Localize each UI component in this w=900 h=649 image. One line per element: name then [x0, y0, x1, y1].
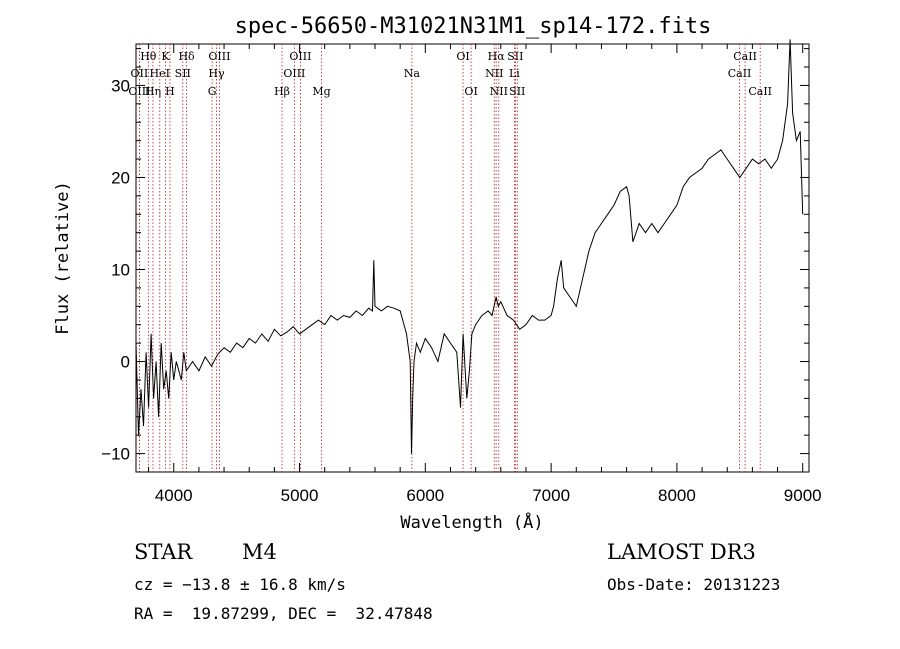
spectrum-series-line — [135, 39, 804, 454]
spectral-line-label: Hη — [145, 85, 161, 98]
class-label: STAR — [134, 540, 193, 564]
coordinates: RA = 19.87299, DEC = 32.47848 — [134, 604, 433, 623]
spectral-line-label: Mg — [312, 85, 330, 98]
spectral-line-label: CaII — [733, 50, 757, 63]
y-axis-ticks: −10 0 10 20 30 — [101, 48, 809, 473]
spectral-line-label: OIII — [128, 85, 150, 98]
spectrum-layer — [135, 39, 804, 454]
spectral-line-label: NII — [485, 67, 503, 80]
spectral-line-label: CaII — [748, 85, 772, 98]
spectral-line-label: OI — [456, 50, 469, 63]
y-axis-label: Flux (relative) — [53, 181, 73, 335]
y-tick-label: 10 — [111, 261, 130, 280]
y-tick-label: −10 — [101, 445, 130, 464]
x-tick-label: 8000 — [658, 486, 696, 505]
spectral-line-label: SII — [175, 67, 191, 80]
spectral-line-label: K — [161, 50, 170, 63]
spectral-line-label: SII — [507, 50, 523, 63]
x-tick-label: 6000 — [406, 486, 444, 505]
plot-frame — [135, 43, 810, 473]
y-tick-label: 30 — [111, 76, 130, 95]
spectral-line-label: Hδ — [178, 50, 195, 63]
subclass-label: M4 — [242, 540, 277, 564]
spectral-line-label: OIII — [208, 50, 230, 63]
spectral-line-label: SII — [509, 85, 525, 98]
spectral-line-label: Hγ — [208, 67, 225, 80]
x-axis-ticks: 4000 5000 6000 7000 8000 9000 — [148, 44, 822, 505]
spectral-line-label: OIII — [289, 50, 311, 63]
spectral-line-label: Li — [509, 67, 520, 80]
y-tick-label: 0 — [121, 353, 130, 372]
x-axis-label: Wavelength (Å) — [400, 511, 543, 533]
survey-label: LAMOST DR3 — [607, 540, 756, 564]
spectral-line-label: OI — [464, 85, 477, 98]
x-tick-label: 5000 — [281, 486, 319, 505]
spectral-line-label: OIII — [283, 67, 305, 80]
spectral-line-label: Na — [404, 67, 421, 80]
spectral-line-label: H — [165, 85, 175, 98]
x-tick-label: 7000 — [532, 486, 570, 505]
spectral-line-label: Hβ — [274, 85, 290, 98]
spectral-line-label: HeI — [150, 67, 170, 80]
cz-value: cz = −13.8 ± 16.8 km/s — [134, 575, 346, 594]
obs-date: Obs-Date: 20131223 — [607, 575, 781, 594]
spectral-line-label: NII — [490, 85, 508, 98]
spectral-line-label: Hα — [488, 50, 506, 63]
x-tick-label: 9000 — [784, 486, 822, 505]
y-tick-label: 20 — [111, 168, 130, 187]
spectral-line-label: G — [208, 85, 217, 98]
chart-title: spec-56650-M31021N31M1_sp14-172.fits — [235, 14, 712, 39]
spectral-line-label: Hθ — [140, 50, 157, 63]
x-tick-label: 4000 — [155, 486, 193, 505]
spectral-line-label: CaII — [728, 67, 752, 80]
